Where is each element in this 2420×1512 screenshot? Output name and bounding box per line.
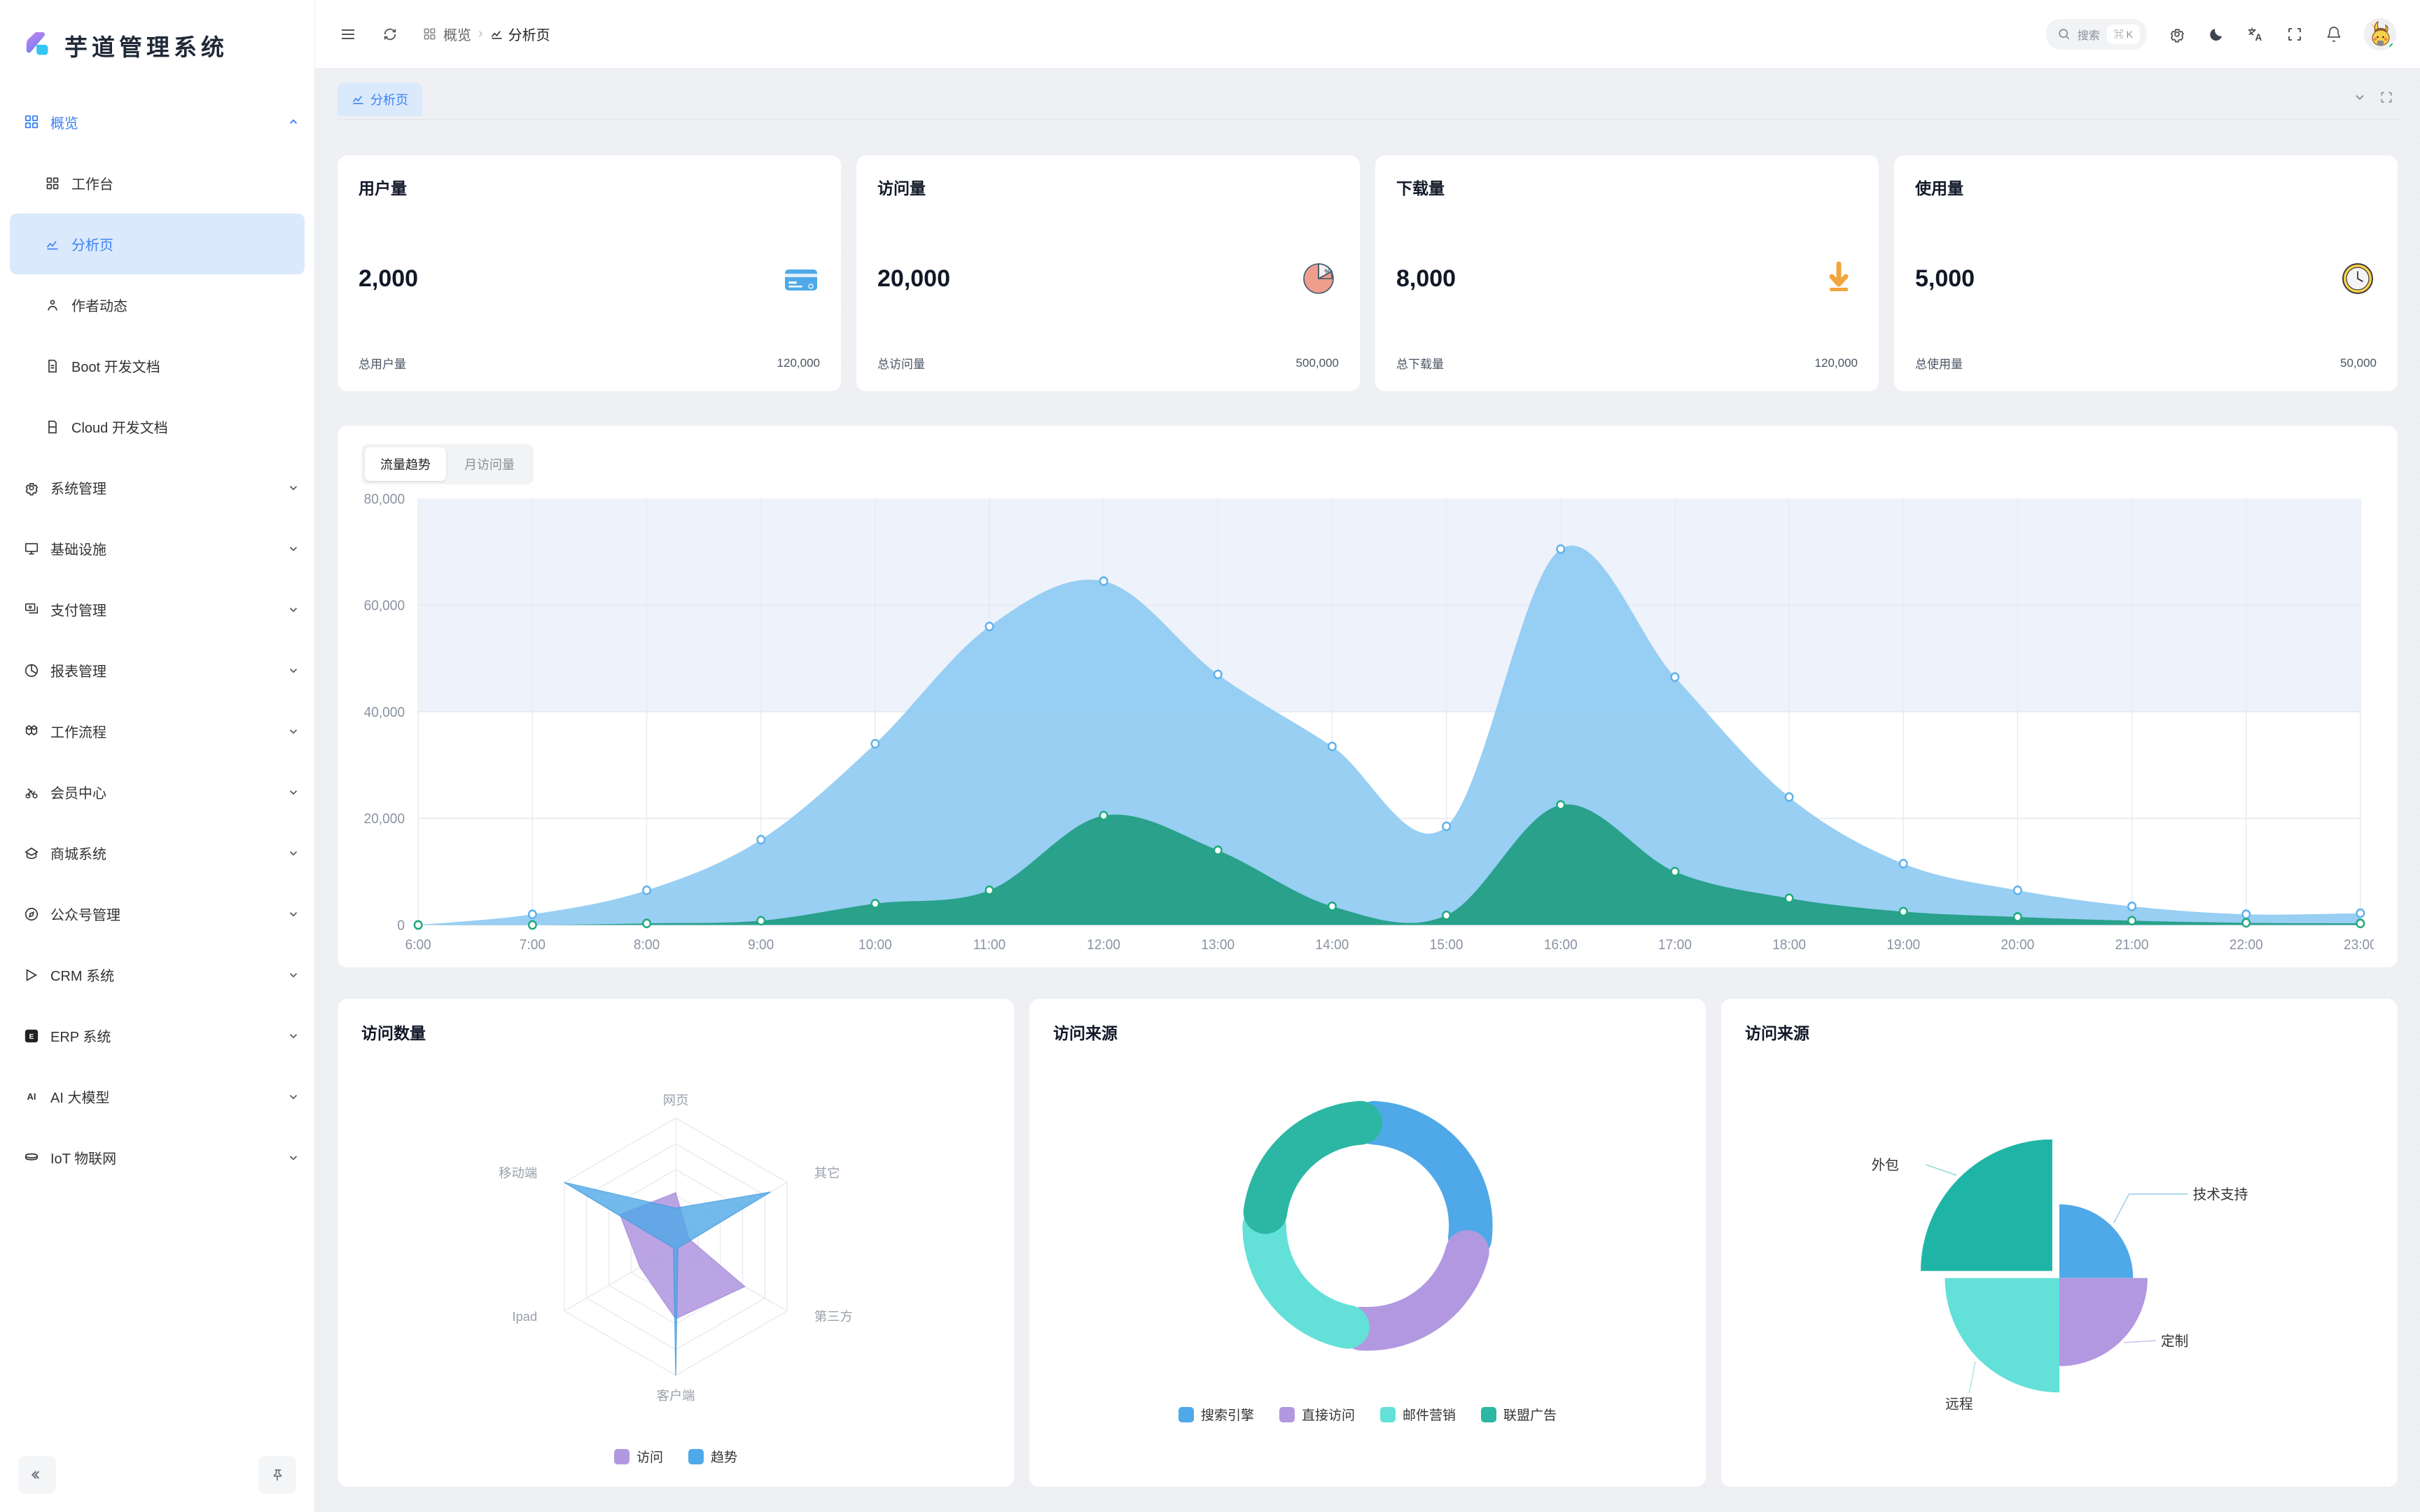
svg-text:客户端: 客户端 (656, 1388, 695, 1403)
svg-text:E: E (29, 1033, 34, 1041)
svg-text:其它: 其它 (814, 1166, 840, 1180)
svg-text:0: 0 (397, 918, 405, 934)
svg-text:15:00: 15:00 (1430, 937, 1463, 953)
svg-text:远程: 远程 (1945, 1397, 1973, 1413)
svg-text:60,000: 60,000 (364, 598, 405, 614)
svg-text:16:00: 16:00 (1544, 937, 1578, 953)
svg-text:6:00: 6:00 (405, 937, 431, 953)
svg-text:23:00: 23:00 (2344, 937, 2374, 953)
svg-text:外包: 外包 (1872, 1158, 1899, 1173)
svg-text:19:00: 19:00 (1886, 937, 1920, 953)
svg-text:网页: 网页 (663, 1093, 689, 1107)
svg-text:13:00: 13:00 (1201, 937, 1235, 953)
svg-text:80,000: 80,000 (364, 491, 405, 507)
svg-text:第三方: 第三方 (814, 1309, 853, 1324)
svg-text:10:00: 10:00 (858, 937, 892, 953)
svg-text:8:00: 8:00 (634, 937, 660, 953)
svg-text:11:00: 11:00 (973, 937, 1006, 953)
svg-text:17:00: 17:00 (1658, 937, 1692, 953)
svg-text:9:00: 9:00 (748, 937, 774, 953)
svg-text:12:00: 12:00 (1087, 937, 1120, 953)
svg-text:%: % (1325, 268, 1331, 276)
svg-text:20,000: 20,000 (364, 811, 405, 827)
svg-text:7:00: 7:00 (520, 937, 545, 953)
svg-text:定制: 定制 (2161, 1334, 2188, 1349)
svg-text:Ipad: Ipad (513, 1309, 538, 1324)
svg-text:22:00: 22:00 (2230, 937, 2263, 953)
svg-text:20:00: 20:00 (2001, 937, 2034, 953)
svg-text:A: A (2255, 32, 2262, 43)
svg-text:18:00: 18:00 (1772, 937, 1806, 953)
svg-text:移动端: 移动端 (499, 1166, 537, 1180)
svg-text:21:00: 21:00 (2115, 937, 2149, 953)
svg-text:技术支持: 技术支持 (2193, 1187, 2248, 1203)
svg-text:14:00: 14:00 (1316, 937, 1349, 953)
svg-text:40,000: 40,000 (364, 704, 405, 720)
